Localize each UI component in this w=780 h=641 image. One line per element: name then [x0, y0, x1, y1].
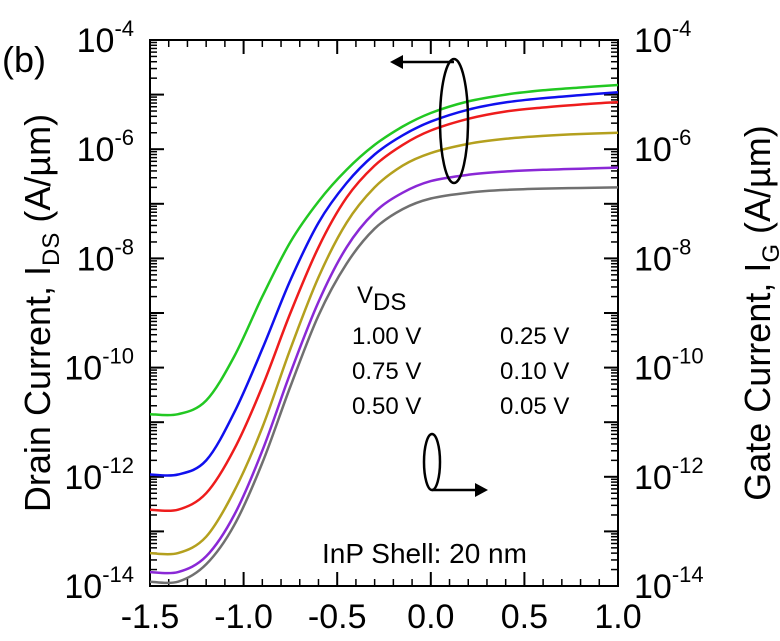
y-tick-label-left: 10-6 [77, 125, 134, 169]
legend-item: 0.25 V [500, 323, 569, 350]
x-tick-label: -1.5 [121, 598, 180, 636]
x-ticks: -1.5 -1.0 -0.5 0.0 0.5 1.0 [121, 40, 642, 636]
y-tick-exponent: -4 [114, 16, 134, 41]
x-tick-label: 0.5 [501, 598, 548, 636]
y-tick-label-right: 10-12 [634, 453, 704, 497]
legend-item: 0.10 V [500, 358, 569, 385]
right-axis-indicator [422, 432, 488, 497]
legend-title-main: V [357, 282, 373, 309]
y-axis-title-right: Gate Current, IG (A/µm) [737, 125, 780, 501]
y-tick-base: 10 [64, 350, 102, 388]
x-tick-label: 1.0 [594, 598, 641, 636]
y-tick-base: 10 [64, 459, 102, 497]
y-tick-exponent: -14 [672, 562, 704, 587]
legend-item: 0.05 V [500, 393, 569, 420]
y-tick-base: 10 [634, 22, 672, 60]
y-axis-title-left-main: Drain Current, I [17, 266, 58, 512]
y-tick-base: 10 [77, 131, 115, 169]
y-tick-base: 10 [634, 459, 672, 497]
y-tick-exponent: -10 [672, 344, 704, 369]
y-axis-title-right-sub: G [758, 244, 780, 263]
y-tick-label-left: 10-14 [64, 562, 134, 606]
y-tick-exponent: -12 [672, 453, 704, 478]
y-tick-exponent: -6 [114, 125, 134, 150]
y-axis-title-right-unit: (A/µm) [737, 125, 778, 244]
y-tick-exponent: -14 [102, 562, 134, 587]
x-tick-label: 0.0 [407, 598, 454, 636]
x-tick-label: -1.0 [214, 598, 273, 636]
y-tick-base: 10 [64, 568, 102, 606]
y-tick-label-left: 10-4 [77, 16, 134, 60]
y-tick-exponent: -8 [672, 234, 692, 259]
series-line-050 [149, 100, 619, 513]
series-line-100 [149, 83, 619, 417]
y-tick-exponent: -4 [672, 16, 692, 41]
y-tick-label-right: 10-10 [634, 344, 704, 388]
y-tick-exponent: -12 [102, 453, 134, 478]
series-line-005 [149, 186, 619, 585]
legend-item: 0.75 V [352, 358, 421, 385]
legend-item: 1.00 V [352, 323, 421, 350]
y-tick-label-left: 10-12 [64, 453, 134, 497]
legend-title-sub: DS [373, 289, 406, 316]
y-tick-label-right: 10-14 [634, 562, 704, 606]
legend-item: 0.50 V [352, 393, 421, 420]
panel-label: (b) [2, 39, 46, 80]
y-tick-label-right: 10-8 [634, 234, 691, 278]
y-axis-title-left-unit: (A/µm) [17, 114, 58, 233]
y-tick-base: 10 [634, 350, 672, 388]
x-tick-label: -0.5 [308, 598, 367, 636]
y-axis-title-right-main: Gate Current, I [737, 263, 778, 501]
left-axis-indicator [390, 55, 470, 185]
y-tick-label-left: 10-10 [64, 344, 134, 388]
y-tick-label-left: 10-8 [77, 234, 134, 278]
y-tick-base: 10 [634, 131, 672, 169]
y-axis-title-left: Drain Current, IDS (A/µm) [17, 114, 65, 512]
y-axis-title-left-sub: DS [38, 233, 65, 266]
legend-title: VDS [357, 282, 406, 316]
y-tick-base: 10 [634, 240, 672, 278]
annotation-shell: InP Shell: 20 nm [322, 538, 527, 569]
data-series [149, 83, 619, 585]
y-tick-exponent: -8 [114, 234, 134, 259]
legend: VDS 1.00 V 0.75 V 0.50 V 0.25 V 0.10 V 0… [352, 282, 569, 420]
series-line-010 [149, 166, 619, 575]
y-tick-label-right: 10-4 [634, 16, 691, 60]
series-line-075 [149, 91, 619, 477]
series-line-025 [149, 131, 619, 556]
y-tick-exponent: -10 [102, 344, 134, 369]
y-tick-base: 10 [634, 568, 672, 606]
y-tick-exponent: -6 [672, 125, 692, 150]
y-tick-label-right: 10-6 [634, 125, 691, 169]
y-tick-base: 10 [77, 240, 115, 278]
y-tick-base: 10 [77, 22, 115, 60]
